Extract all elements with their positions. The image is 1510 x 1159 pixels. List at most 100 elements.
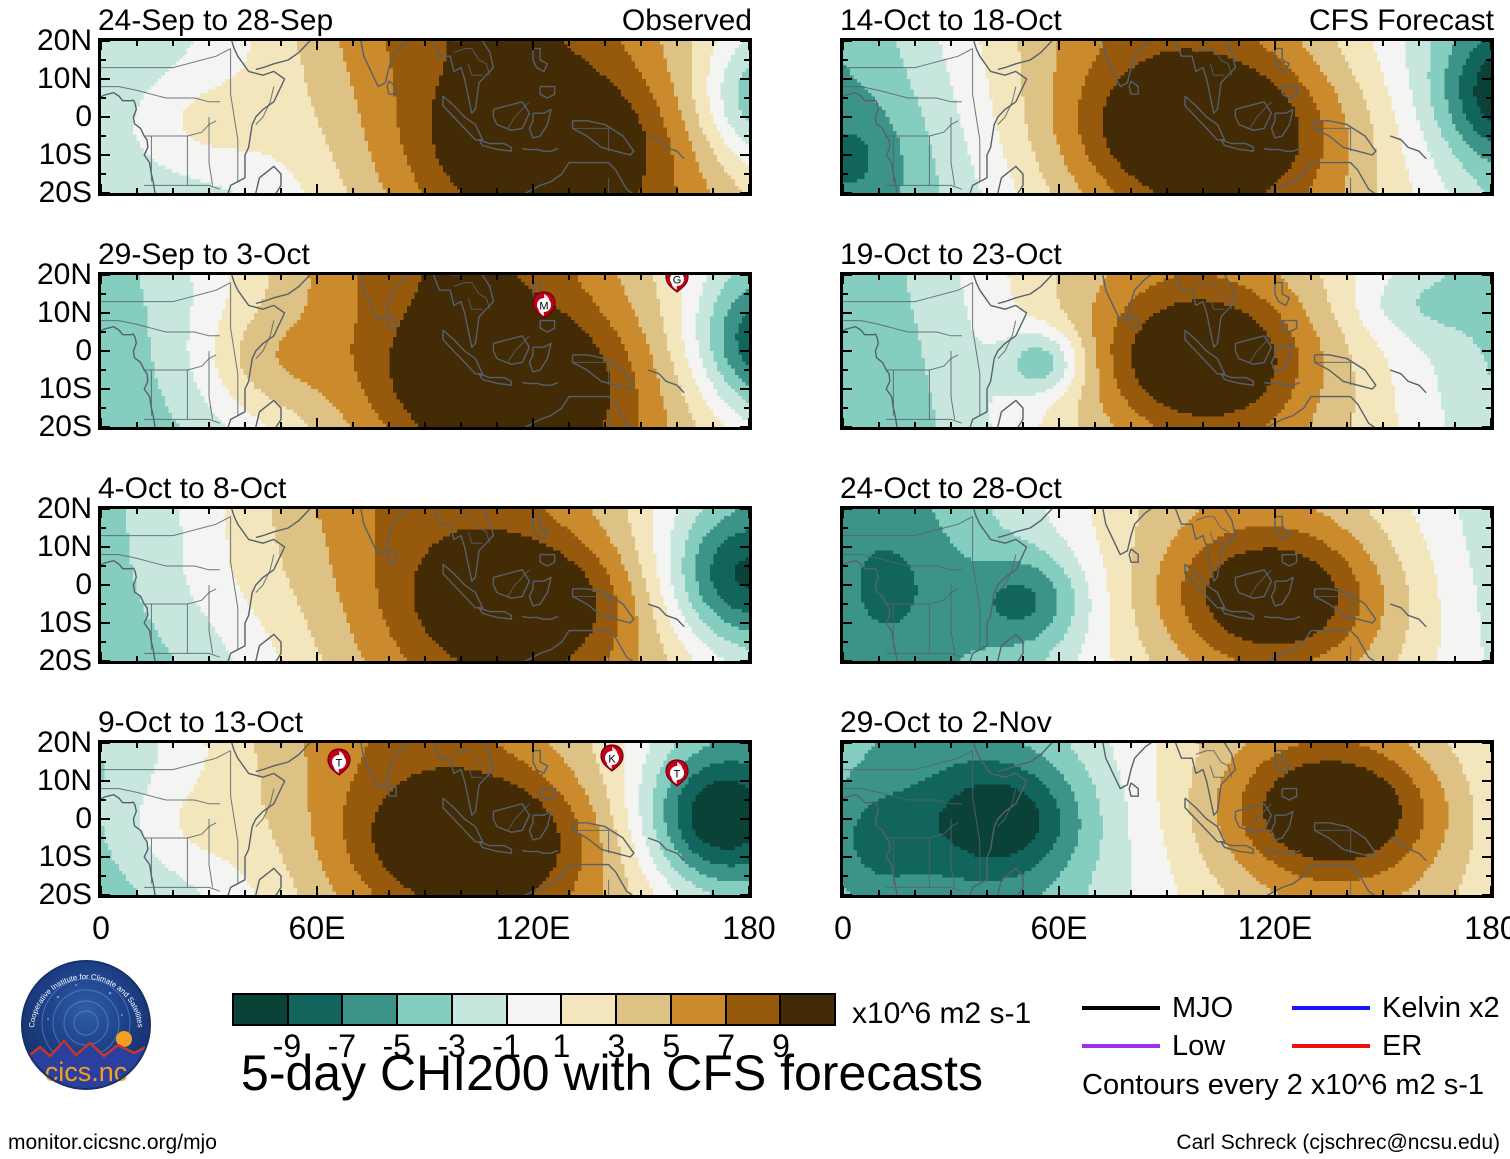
panel-title: 4-Oct to 8-Oct [98, 472, 287, 505]
legend-line-mjo [1082, 1006, 1160, 1010]
colorbar-segment-4 [452, 995, 508, 1024]
y-tick-label: 20N [36, 24, 92, 57]
y-tick-label: 10S [38, 606, 92, 639]
svg-text:M: M [539, 301, 548, 313]
colorbar-segment-5 [507, 995, 563, 1024]
panel-title: 19-Oct to 23-Oct [840, 238, 1062, 271]
colorbar-tick-labels: -9 -7 -5 -3 -1 1 3 5 7 9 [232, 1028, 836, 1068]
legend-label-low: Low [1172, 1030, 1226, 1062]
colorbar-segment-1 [288, 995, 344, 1024]
legend-label-kelvin: Kelvin x2 [1382, 992, 1500, 1024]
y-tick-label: 20N [36, 492, 92, 525]
colorbar: -9 -7 -5 -3 -1 1 3 5 7 9 [232, 993, 836, 1068]
colorbar-tick-label: 1 [552, 1028, 571, 1064]
x-tick-label: 0 [92, 910, 110, 946]
x-tick-label: 180 [1464, 910, 1510, 946]
storm-marker-k: K [599, 743, 625, 773]
y-tick-label: 20N [36, 726, 92, 759]
y-axis-labels: 20N 10N 0 10S 20S [2, 26, 92, 208]
x-axis-labels: 0 60E 120E 180 [834, 910, 1510, 952]
y-tick-label: 10N [36, 764, 92, 797]
colorbar-tick-label: -3 [437, 1028, 466, 1064]
footer-url: monitor.cicsnc.org/mjo [8, 1131, 217, 1154]
panel-grid: 24-Sep to 28-Sep Observed 20N 10N 0 10S 20S 29-… [2, 6, 1510, 945]
y-axis-labels: 20N 10N 0 10S 20S [2, 494, 92, 676]
chart-panel-1: 24-Sep to 28-Sep Observed [98, 6, 752, 196]
legend-item-kelvin: Kelvin x2 [1292, 993, 1502, 1023]
column-header-cfs-forecast: CFS Forecast [1308, 4, 1494, 37]
y-tick-label: 0 [75, 334, 92, 367]
y-tick-label: 0 [75, 802, 92, 835]
legend-item-low: Low [1082, 1031, 1292, 1061]
map-plot-area [98, 38, 752, 196]
colorbar-tick-label: 5 [662, 1028, 681, 1064]
colorbar-tick-label: 9 [772, 1028, 790, 1064]
column-header-observed: Observed [621, 4, 752, 37]
colorbar-tick-label: -1 [492, 1028, 521, 1064]
legend-line-er [1292, 1044, 1370, 1048]
colorbar-segment-0 [234, 995, 289, 1024]
cics-nc-logo: Cooperative Institute for Climate and Sa… [18, 957, 154, 1093]
figure-footer-area: Cooperative Institute for Climate and Sa… [0, 945, 1510, 1159]
colorbar-strip [232, 993, 836, 1026]
colorbar-segment-3 [398, 995, 453, 1024]
y-tick-label: 20S [38, 644, 92, 677]
x-tick-label: 60E [1030, 910, 1088, 946]
storm-marker-t: T [326, 747, 352, 777]
figure-main-title: 5-day CHI200 with CFS forecasts [241, 1045, 983, 1101]
x-tick-label: 60E [288, 910, 346, 946]
y-tick-label: 10N [36, 62, 92, 95]
panel-title: 29-Sep to 3-Oct [98, 238, 310, 271]
y-tick-label: 20S [38, 176, 92, 209]
legend-label-er: ER [1382, 1030, 1423, 1062]
storm-marker-g: G [664, 274, 690, 294]
legend-line-kelvin [1292, 1006, 1370, 1010]
legend-line-low [1082, 1044, 1160, 1048]
colorbar-segment-10 [781, 995, 835, 1024]
legend-item-er: ER [1292, 1031, 1502, 1061]
y-tick-label: 10N [36, 530, 92, 563]
panel-title: 24-Oct to 28-Oct [840, 472, 1062, 505]
x-tick-label: 120E [1237, 910, 1313, 946]
colorbar-segment-9 [726, 995, 782, 1024]
colorbar-segment-7 [617, 995, 672, 1024]
map-plot-area: T K T [98, 740, 752, 898]
chart-panel-4: 9-Oct to 13-Oct T K T [98, 708, 752, 898]
legend-label-mjo: MJO [1172, 992, 1234, 1024]
colorbar-tick-label: -7 [327, 1028, 357, 1064]
panel-title: 24-Sep to 28-Sep [98, 4, 334, 37]
chart-panel-5: 14-Oct to 18-Oct CFS Forecast [840, 6, 1494, 196]
svg-text:T: T [674, 769, 681, 781]
colorbar-segment-8 [671, 995, 727, 1024]
storm-marker-m: M [531, 290, 557, 320]
x-tick-label: 0 [834, 910, 852, 946]
chart-panel-2: 29-Sep to 3-Oct M G [98, 240, 752, 430]
y-tick-label: 20N [36, 258, 92, 291]
map-plot-area [840, 272, 1494, 430]
wave-type-legend: MJO Kelvin x2 Low ER [1082, 989, 1502, 1065]
y-tick-label: 10S [38, 372, 92, 405]
y-tick-label: 20S [38, 410, 92, 443]
x-tick-label: 180 [722, 910, 776, 946]
map-plot-area [840, 506, 1494, 664]
chart-panel-3: 4-Oct to 8-Oct [98, 474, 752, 664]
y-axis-labels: 20N 10N 0 10S 20S [2, 728, 92, 910]
panel-title: 29-Oct to 2-Nov [840, 706, 1052, 739]
y-tick-label: 10N [36, 296, 92, 329]
svg-text:G: G [673, 274, 682, 286]
colorbar-tick-label: 7 [717, 1028, 736, 1064]
chart-panel-8: 29-Oct to 2-Nov [840, 708, 1494, 898]
map-plot-area: M G [98, 272, 752, 430]
storm-marker-t: T [664, 758, 690, 788]
y-axis-labels: 20N 10N 0 10S 20S [2, 260, 92, 442]
contour-interval-note: Contours every 2 x10^6 m2 s-1 [1082, 1069, 1485, 1101]
colorbar-tick-label: -5 [382, 1028, 411, 1064]
panel-title: 14-Oct to 18-Oct [840, 4, 1062, 37]
y-tick-label: 0 [75, 568, 92, 601]
svg-text:K: K [609, 754, 617, 766]
legend-item-mjo: MJO [1082, 993, 1292, 1023]
chart-panel-7: 24-Oct to 28-Oct [840, 474, 1494, 664]
map-plot-area [98, 506, 752, 664]
x-axis-labels: 0 60E 120E 180 [92, 910, 776, 952]
x-tick-label: 120E [495, 910, 571, 946]
